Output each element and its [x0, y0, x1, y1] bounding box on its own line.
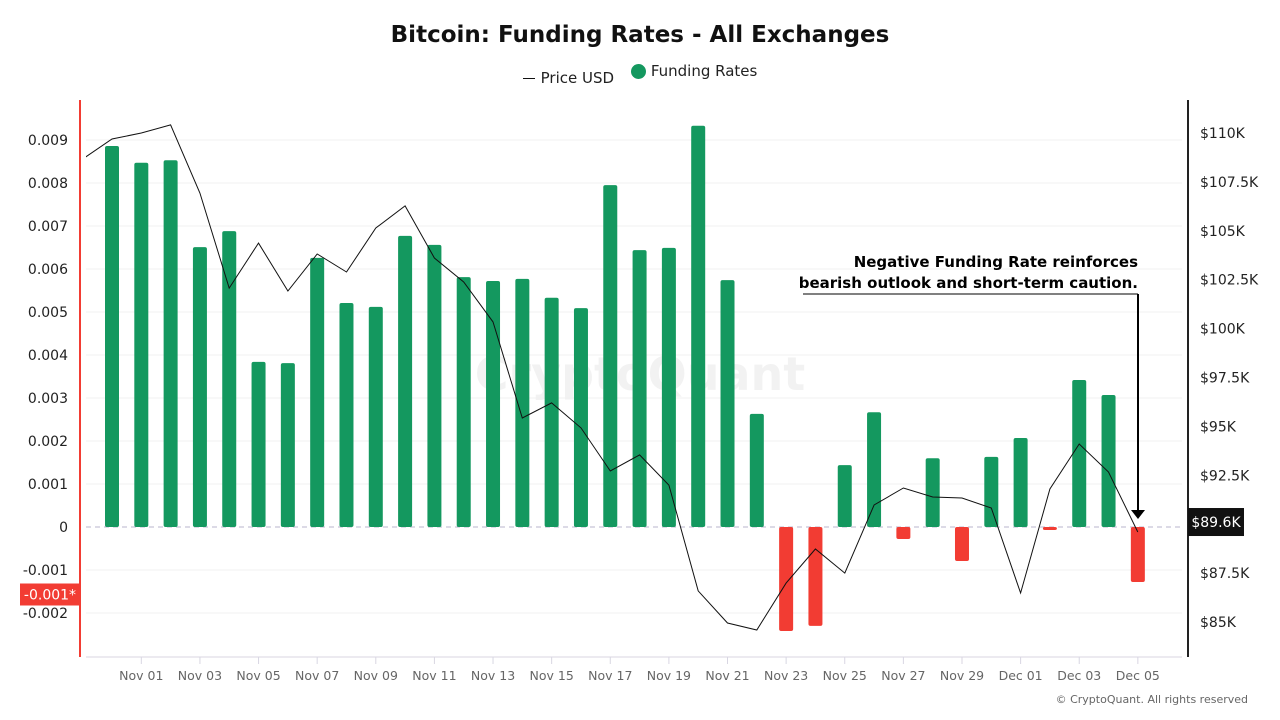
x-tick-label: Nov 25 [823, 668, 867, 683]
funding-bar-nov-18 [632, 250, 647, 527]
annotation-line-2: bearish outlook and short-term caution. [799, 274, 1138, 292]
right-tick-label: $102.5K [1200, 273, 1259, 289]
funding-bar-dec-03 [1072, 379, 1087, 527]
funding-bar-nov-07 [310, 257, 325, 527]
funding-bar-nov-10 [398, 235, 413, 527]
funding-bar-nov-13 [486, 281, 501, 527]
right-tick-label: $110K [1200, 126, 1246, 142]
funding-bar-nov-09 [368, 306, 383, 527]
funding-bar-nov-12 [456, 277, 471, 527]
left-tick-label: 0.009 [28, 133, 68, 149]
current-price-label: $89.6K [1191, 515, 1241, 531]
annotation-arrow-head-icon [1131, 510, 1145, 519]
funding-bar-nov-02 [163, 160, 178, 527]
funding-bar-nov-05 [251, 361, 266, 527]
funding-bar-nov-16 [573, 308, 588, 527]
x-tick-label: Dec 05 [1116, 668, 1160, 683]
left-tick-label: -0.002 [23, 606, 68, 622]
copyright: © CryptoQuant. All rights reserved [1055, 693, 1248, 706]
x-tick-label: Nov 13 [471, 668, 515, 683]
x-tick-label: Nov 07 [295, 668, 339, 683]
x-tick-label: Nov 29 [940, 668, 984, 683]
legend-dot-swatch [630, 63, 646, 79]
legend-line-swatch [522, 77, 535, 79]
x-tick-label: Dec 01 [999, 668, 1043, 683]
funding-bar-nov-04 [222, 231, 237, 527]
left-tick-label: 0.003 [28, 391, 68, 407]
funding-bar-oct-31 [105, 146, 119, 527]
right-tick-label: $105K [1200, 224, 1246, 240]
legend-label-funding: Funding Rates [650, 62, 758, 80]
current-price-badge [1188, 508, 1244, 537]
funding-bar-dec-04 [1101, 394, 1116, 527]
funding-bar-nov-19 [661, 247, 676, 527]
funding-bar-nov-28 [925, 458, 940, 527]
price-line [86, 124, 1139, 631]
left-tick-label: 0.005 [28, 305, 68, 321]
legend-item-funding[interactable]: Funding Rates [630, 62, 758, 80]
funding-bar-nov-11 [427, 244, 442, 528]
x-tick-label: Nov 23 [764, 668, 808, 683]
left-tick-label: 0.007 [28, 219, 68, 235]
left-tick-label: 0.008 [28, 176, 68, 192]
x-tick-label: Nov 15 [530, 668, 574, 683]
funding-bar-nov-27 [896, 527, 911, 540]
right-tick-label: $97.5K [1200, 370, 1250, 386]
funding-bar-nov-29 [954, 527, 969, 561]
funding-bar-nov-20 [691, 125, 706, 527]
funding-bar-nov-26 [867, 412, 882, 527]
left-tick-label: 0.001 [28, 477, 68, 493]
legend-item-price[interactable]: Price USD [522, 69, 615, 87]
funding-bar-nov-25 [837, 465, 852, 527]
funding-bar-nov-30 [984, 456, 999, 527]
right-tick-label: $95K [1200, 419, 1237, 435]
x-tick-label: Nov 01 [119, 668, 163, 683]
left-tick-label: 0.002 [28, 434, 68, 450]
current-funding-label: -0.001* [24, 588, 76, 604]
funding-bar-nov-01 [134, 162, 149, 528]
funding-bar-nov-14 [515, 278, 530, 527]
x-tick-label: Nov 11 [412, 668, 456, 683]
funding-bar-nov-06 [280, 363, 295, 527]
left-tick-label: 0 [59, 520, 68, 536]
left-tick-label: -0.001 [23, 563, 68, 579]
x-tick-label: Dec 03 [1057, 668, 1101, 683]
right-tick-label: $92.5K [1200, 468, 1250, 484]
current-funding-badge [20, 583, 80, 606]
annotation-line-1: Negative Funding Rate reinforces [854, 253, 1138, 271]
left-tick-label: 0.006 [28, 262, 68, 278]
x-tick-label: Nov 09 [354, 668, 398, 683]
funding-bar-nov-21 [720, 280, 735, 527]
x-tick-label: Nov 05 [236, 668, 280, 683]
left-tick-label: 0.004 [28, 348, 68, 364]
legend-label-price: Price USD [540, 69, 615, 87]
legend: Price USD Funding Rates [0, 62, 1280, 87]
x-tick-label: Nov 27 [881, 668, 925, 683]
x-tick-label: Nov 19 [647, 668, 691, 683]
funding-bar-nov-03 [192, 247, 207, 527]
right-tick-label: $85K [1200, 615, 1237, 631]
funding-bar-dec-01 [1013, 437, 1028, 527]
funding-bar-dec-02 [1042, 527, 1057, 531]
funding-bar-nov-08 [339, 302, 354, 527]
funding-bar-nov-15 [544, 297, 559, 527]
funding-bar-dec-05 [1130, 527, 1145, 583]
x-tick-label: Nov 03 [178, 668, 222, 683]
x-tick-label: Nov 17 [588, 668, 632, 683]
right-tick-label: $87.5K [1200, 566, 1250, 582]
funding-bar-nov-23 [779, 527, 794, 632]
funding-bar-nov-22 [749, 413, 764, 527]
funding-bar-nov-17 [603, 185, 618, 527]
funding-bar-nov-24 [808, 527, 823, 626]
x-tick-label: Nov 21 [705, 668, 749, 683]
right-tick-label: $107.5K [1200, 175, 1259, 191]
right-tick-label: $100K [1200, 322, 1246, 338]
chart-title: Bitcoin: Funding Rates - All Exchanges [390, 22, 890, 48]
